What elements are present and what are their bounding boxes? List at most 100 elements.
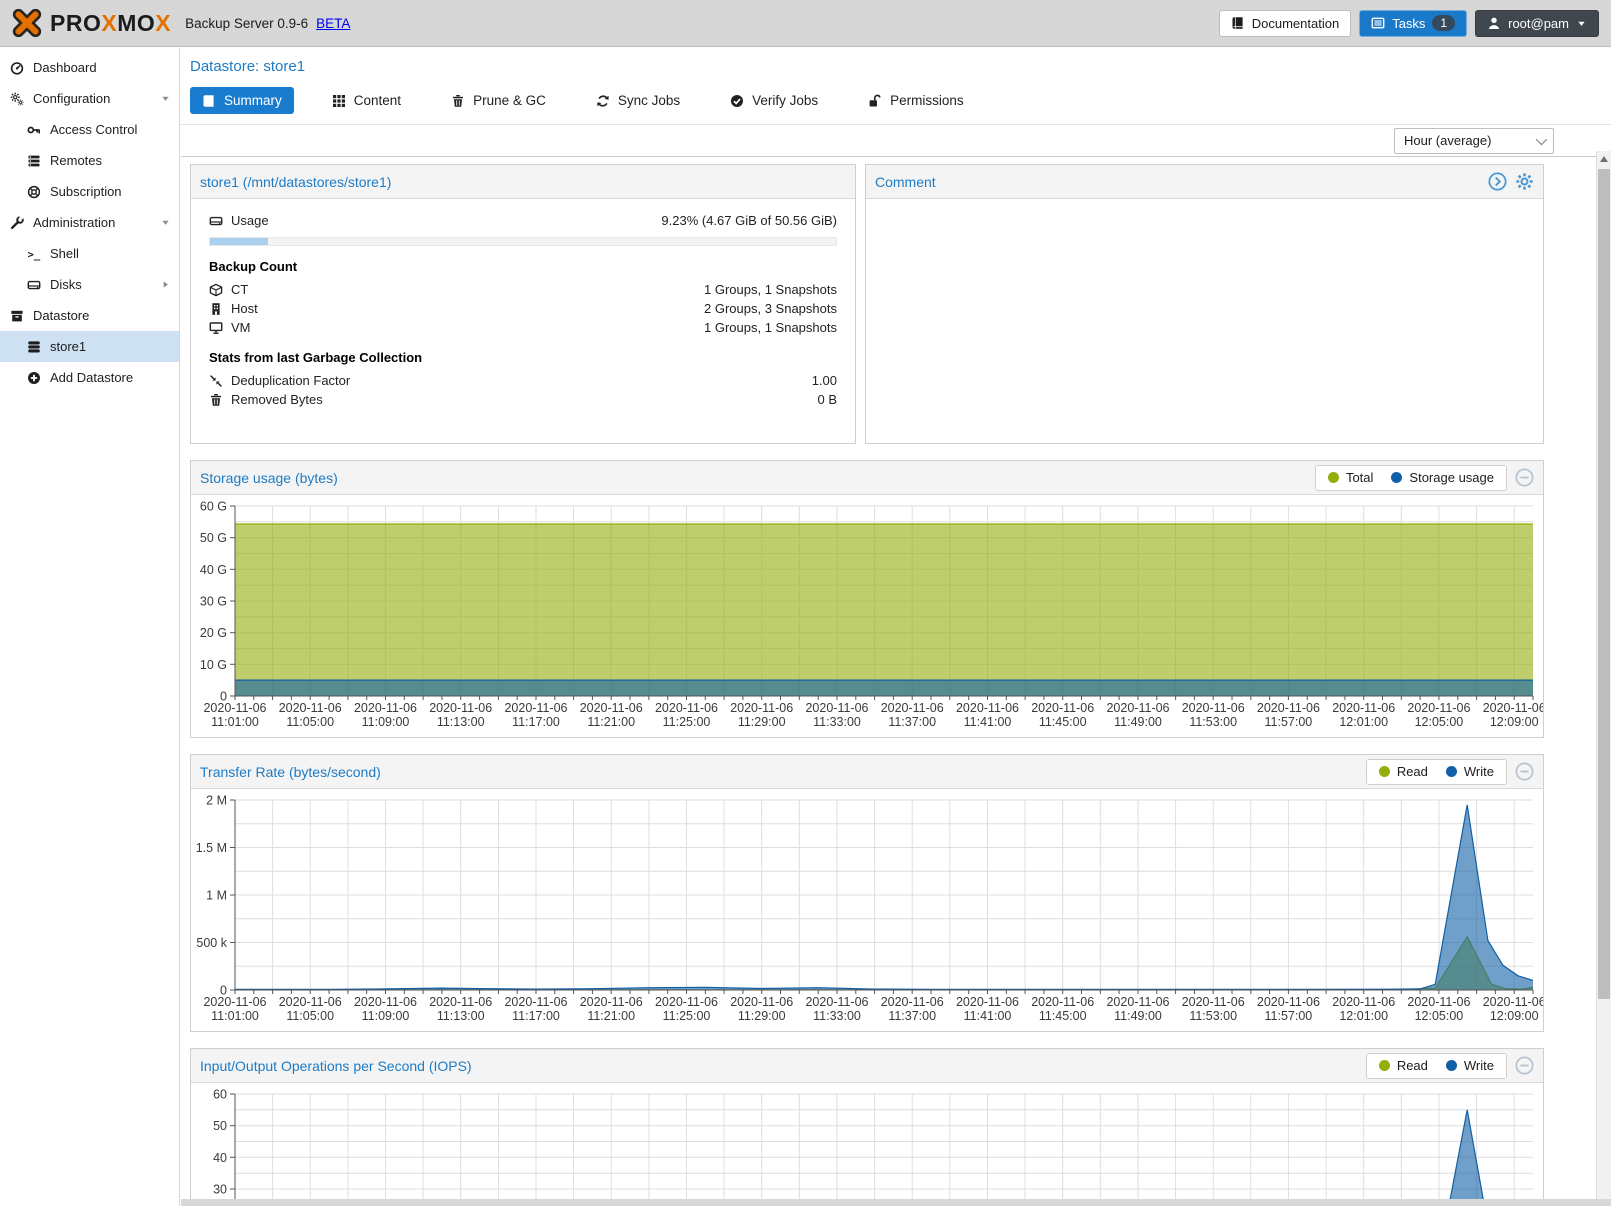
legend-dot: [1327, 472, 1339, 483]
gear-icon[interactable]: [1515, 172, 1534, 191]
grid-icon: [332, 94, 346, 108]
caret-right-icon[interactable]: [160, 279, 171, 290]
svg-text:11:13:00: 11:13:00: [437, 715, 485, 729]
svg-text:2020-11-06: 2020-11-06: [805, 995, 868, 1009]
legend-item-write[interactable]: Write: [1445, 1058, 1494, 1073]
desktop-icon: [209, 321, 223, 335]
svg-text:11:17:00: 11:17:00: [512, 715, 560, 729]
svg-text:12:09:00: 12:09:00: [1490, 715, 1539, 729]
sidebar-item-store1[interactable]: store1: [0, 331, 179, 362]
beta-link[interactable]: BETA: [316, 15, 351, 31]
sidebar-item-subscription[interactable]: Subscription: [0, 176, 179, 207]
gears-icon: [10, 92, 24, 106]
usage-progress-fill: [210, 238, 268, 245]
panel-title: Transfer Rate (bytes/second): [200, 763, 381, 780]
collapse-minus-circle-icon[interactable]: [1515, 762, 1534, 781]
documentation-button[interactable]: Documentation: [1218, 9, 1352, 37]
scrollbar-thumb[interactable]: [1598, 169, 1610, 999]
svg-text:2020-11-06: 2020-11-06: [655, 995, 718, 1009]
iops-chart: 01020304050602020-11-0611:01:002020-11-0…: [213, 1088, 1533, 1199]
svg-text:11:37:00: 11:37:00: [888, 715, 936, 729]
tasks-button[interactable]: Tasks 1: [1359, 9, 1468, 37]
tab-prune-gc[interactable]: Prune & GC: [439, 87, 558, 114]
legend-item-read[interactable]: Read: [1378, 1058, 1428, 1073]
sidebar-item-add-datastore[interactable]: Add Datastore: [0, 362, 179, 393]
sidebar-item-configuration[interactable]: Configuration: [0, 83, 179, 114]
caret-down-icon[interactable]: [160, 93, 171, 104]
panel-title: store1 (/mnt/datastores/store1): [200, 173, 392, 190]
tab-verify-jobs[interactable]: Verify Jobs: [718, 87, 830, 114]
svg-text:11:17:00: 11:17:00: [512, 1009, 560, 1023]
sidebar-item-dashboard[interactable]: Dashboard: [0, 52, 179, 83]
svg-text:12:05:00: 12:05:00: [1415, 1009, 1464, 1023]
top-bar: PROXMOX Backup Server 0.9-6 BETA Documen…: [0, 0, 1611, 47]
topbar-actions: Documentation Tasks 1 root@pam: [1218, 9, 1611, 37]
svg-text:12:05:00: 12:05:00: [1415, 715, 1464, 729]
sidebar-item-disks[interactable]: Disks: [0, 269, 179, 300]
svg-text:2020-11-06: 2020-11-06: [1332, 701, 1395, 715]
panel-header: Comment: [866, 165, 1543, 199]
legend-item-total[interactable]: Total: [1327, 470, 1373, 485]
legend-item-storage-usage[interactable]: Storage usage: [1391, 470, 1494, 485]
svg-text:11:29:00: 11:29:00: [738, 1009, 786, 1023]
gauge-icon: [10, 61, 24, 75]
sidebar-item-remotes[interactable]: Remotes: [0, 145, 179, 176]
svg-text:2020-11-06: 2020-11-06: [730, 701, 793, 715]
expand-circle-chevron-icon[interactable]: [1488, 172, 1507, 191]
collapse-minus-circle-icon[interactable]: [1515, 1056, 1534, 1075]
horizontal-scrollbar[interactable]: [181, 1199, 1611, 1206]
chart-legend: Read Write: [1365, 758, 1507, 785]
legend-item-write[interactable]: Write: [1445, 764, 1494, 779]
time-range-select[interactable]: Hour (average): [1394, 127, 1554, 154]
svg-text:2020-11-06: 2020-11-06: [956, 995, 1019, 1009]
terminal-icon: [27, 247, 41, 261]
svg-text:11:57:00: 11:57:00: [1265, 715, 1313, 729]
svg-text:11:53:00: 11:53:00: [1189, 715, 1237, 729]
usage-row: Usage 9.23% (4.67 GiB of 50.56 GiB): [209, 211, 837, 230]
user-menu-button[interactable]: root@pam: [1475, 9, 1599, 37]
sidebar-item-datastore[interactable]: Datastore: [0, 300, 179, 331]
svg-text:11:21:00: 11:21:00: [587, 1009, 635, 1023]
tab-content[interactable]: Content: [320, 87, 413, 114]
sidebar-item-access-control[interactable]: Access Control: [0, 114, 179, 145]
tab-sync-jobs[interactable]: Sync Jobs: [584, 87, 692, 114]
sidebar-item-administration[interactable]: Administration: [0, 207, 179, 238]
svg-text:2020-11-06: 2020-11-06: [1483, 995, 1543, 1009]
svg-text:11:37:00: 11:37:00: [888, 1009, 936, 1023]
lifering-icon: [27, 185, 41, 199]
tab-summary[interactable]: Summary: [190, 87, 294, 114]
trash-icon: [451, 94, 465, 108]
svg-text:11:01:00: 11:01:00: [211, 715, 259, 729]
comment-body[interactable]: [866, 199, 1543, 223]
svg-text:50: 50: [213, 1119, 227, 1133]
legend-item-read[interactable]: Read: [1378, 764, 1428, 779]
collapse-minus-circle-icon[interactable]: [1515, 468, 1534, 487]
chevron-down-icon: [1535, 133, 1548, 145]
svg-text:2020-11-06: 2020-11-06: [203, 701, 266, 715]
database-icon: [27, 340, 41, 354]
book-icon: [202, 94, 216, 108]
panel-header: store1 (/mnt/datastores/store1): [191, 165, 855, 199]
svg-text:2020-11-06: 2020-11-06: [279, 701, 342, 715]
svg-text:50 G: 50 G: [200, 531, 227, 545]
tasks-count-badge: 1: [1432, 15, 1456, 31]
svg-text:10 G: 10 G: [200, 658, 227, 672]
svg-text:11:05:00: 11:05:00: [286, 1009, 334, 1023]
cube-icon: [209, 283, 223, 297]
svg-text:11:01:00: 11:01:00: [211, 1009, 259, 1023]
svg-text:11:09:00: 11:09:00: [362, 1009, 410, 1023]
svg-text:2020-11-06: 2020-11-06: [354, 701, 417, 715]
caret-down-icon[interactable]: [160, 217, 171, 228]
svg-text:2020-11-06: 2020-11-06: [580, 701, 643, 715]
svg-text:11:53:00: 11:53:00: [1189, 1009, 1237, 1023]
backup-count-row-vm: VM 1 Groups, 1 Snapshots: [209, 318, 837, 337]
tab-permissions[interactable]: Permissions: [856, 87, 976, 114]
vertical-scrollbar[interactable]: [1596, 151, 1611, 1199]
sidebar-item-shell[interactable]: Shell: [0, 238, 179, 269]
sync-icon: [596, 94, 610, 108]
svg-text:40 G: 40 G: [200, 563, 227, 577]
comment-panel: Comment: [865, 164, 1544, 444]
scroll-up-arrow-icon[interactable]: [1597, 151, 1611, 166]
svg-text:2020-11-06: 2020-11-06: [655, 701, 718, 715]
